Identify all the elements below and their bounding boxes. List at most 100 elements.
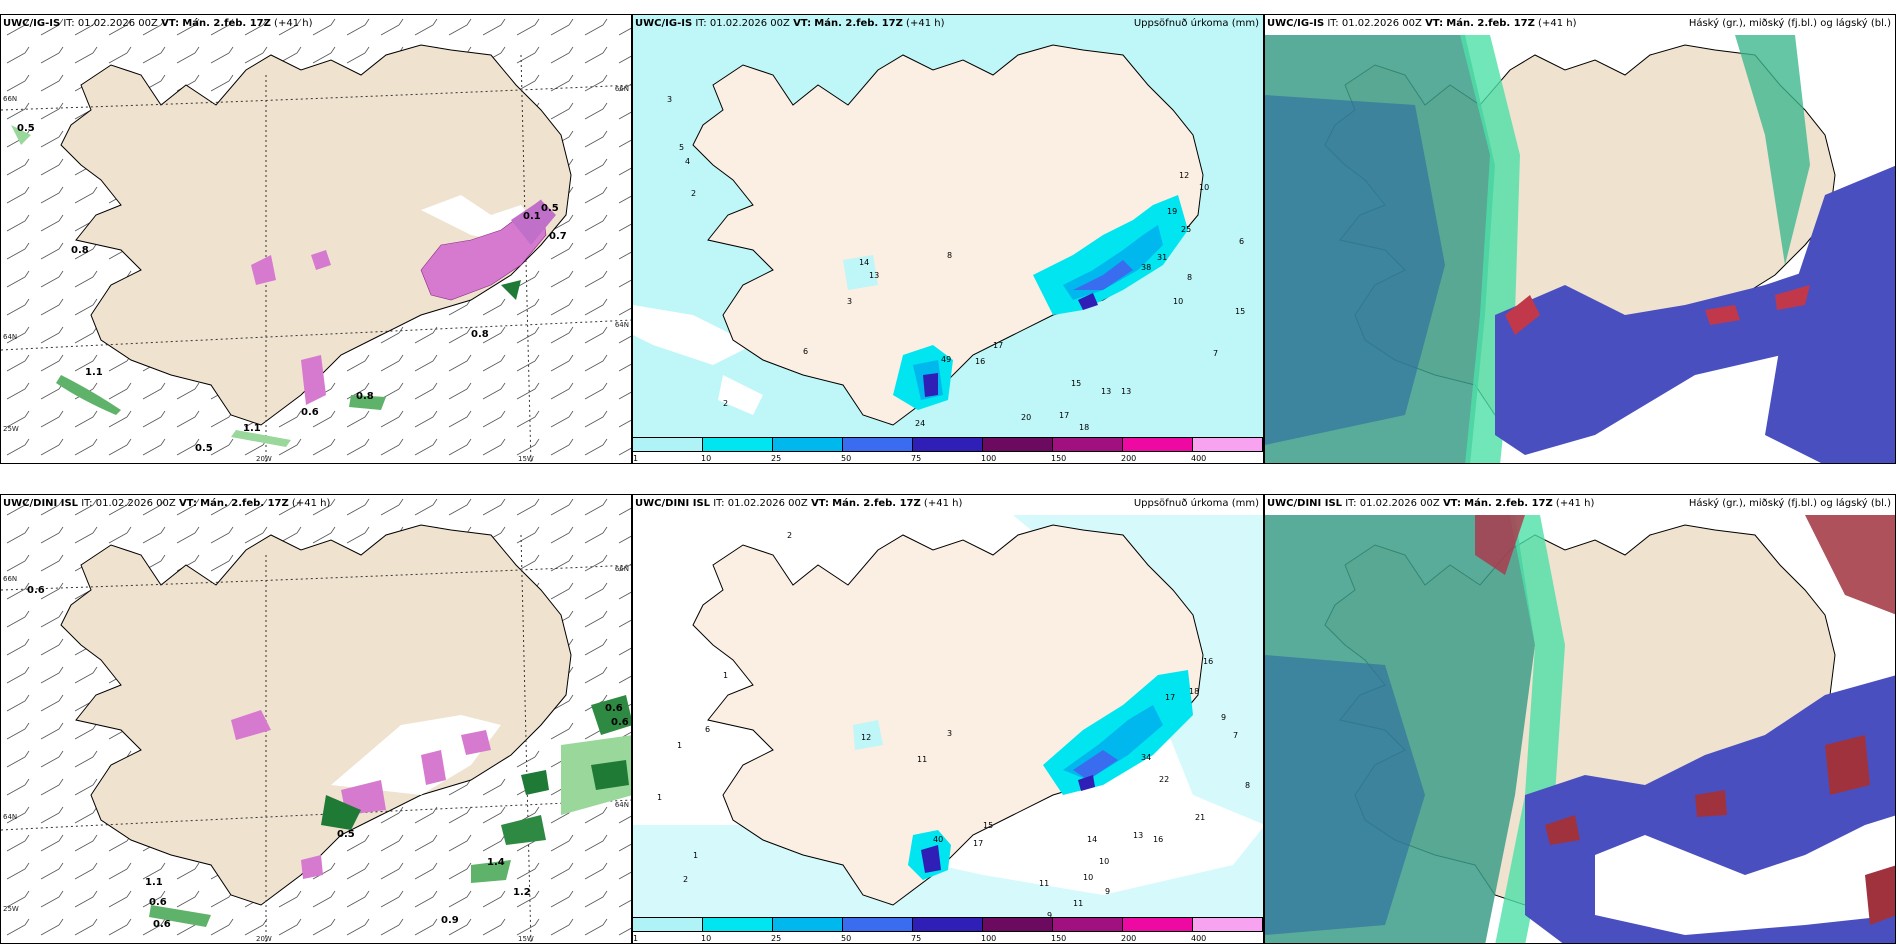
colorbar-label: 1 xyxy=(633,934,639,943)
colorbar-label: 200 xyxy=(1121,454,1137,463)
panel-wind-top: UWC/IG-IS IT: 01.02.2026 00Z VT: Mán. 2.… xyxy=(0,14,632,464)
precip-value: 34 xyxy=(1141,753,1152,762)
colorbar-box xyxy=(633,918,703,931)
precip-value: 12 xyxy=(861,733,872,742)
precip-value: 11 xyxy=(917,755,928,764)
gust-value: 1.4 xyxy=(487,857,505,868)
precip-value: 38 xyxy=(1141,263,1152,272)
gust-value: 0.8 xyxy=(356,391,374,402)
precip-value: 49 xyxy=(941,355,952,364)
colorbar-box xyxy=(913,438,983,451)
precip-value: 13 xyxy=(1101,387,1112,396)
panel-title: UWC/DINI ISL IT: 01.02.2026 00Z VT: Mán.… xyxy=(1267,498,1595,509)
precip-value: 16 xyxy=(1153,835,1164,844)
gust-value: 0.8 xyxy=(471,329,489,340)
precip-value: 6 xyxy=(705,725,711,734)
lon-label-15: 15W xyxy=(518,455,534,463)
precip-value: 12 xyxy=(1179,171,1190,180)
precip-value: 1 xyxy=(657,793,663,802)
wind-map xyxy=(1,15,631,463)
gust-value: 1.1 xyxy=(145,877,163,888)
precip-title: Uppsöfnuð úrkoma (mm) xyxy=(1133,498,1259,509)
gust-value: 0.6 xyxy=(301,407,319,418)
panel-cloud-top: UWC/IG-IS IT: 01.02.2026 00Z VT: Mán. 2.… xyxy=(1264,14,1896,464)
colorbar-box xyxy=(1123,438,1193,451)
colorbar-label: 200 xyxy=(1121,934,1137,943)
colorbar-box xyxy=(1123,918,1193,931)
colorbar-label: 400 xyxy=(1191,934,1207,943)
precip-map xyxy=(633,495,1263,919)
colorbar-box xyxy=(1053,438,1123,451)
precip-value: 1 xyxy=(677,741,683,750)
panel-cloud-bottom: UWC/DINI ISL IT: 01.02.2026 00Z VT: Mán.… xyxy=(1264,494,1896,944)
precip-value: 3 xyxy=(947,729,953,738)
lat-label-64-right: 64N xyxy=(614,801,629,809)
precip-value: 17 xyxy=(1059,411,1070,420)
precip-value: 9 xyxy=(1047,911,1053,920)
gust-value: 0.5 xyxy=(17,123,35,134)
precip-value: 10 xyxy=(1199,183,1210,192)
colorbar-label: 75 xyxy=(911,934,922,943)
colorbar-label: 400 xyxy=(1191,454,1207,463)
cloud-title: Háský (gr.), miðský (fj.bl.) og lágský (… xyxy=(1688,18,1891,29)
precip-title: Uppsöfnuð úrkoma (mm) xyxy=(1133,18,1259,29)
lat-label-66: 66N xyxy=(3,95,18,103)
colorbar-box xyxy=(1193,918,1263,931)
precip-value: 1 xyxy=(693,851,699,860)
panel-precip-bottom: UWC/DINI ISL IT: 01.02.2026 00Z VT: Mán.… xyxy=(632,494,1264,944)
precip-value: 3 xyxy=(667,95,673,104)
panel-title: UWC/DINI ISL IT: 01.02.2026 00Z VT: Mán.… xyxy=(635,498,963,509)
lon-label-20: 20W xyxy=(256,935,272,943)
colorbar-box xyxy=(843,918,913,931)
precip-value: 2 xyxy=(691,189,697,198)
cloud-map xyxy=(1265,35,1895,463)
precip-value: 6 xyxy=(1239,237,1245,246)
precip-value: 7 xyxy=(1213,349,1219,358)
cloud-map xyxy=(1265,515,1895,943)
colorbar: 1 10 25 50 75 100 150 200 400 xyxy=(633,437,1263,463)
colorbar-boxes xyxy=(633,917,1263,932)
precip-value: 11 xyxy=(1039,879,1050,888)
panel-wind-bottom: UWC/DINI ISL IT: 01.02.2026 00Z VT: Mán.… xyxy=(0,494,632,944)
precip-value: 18 xyxy=(1079,423,1090,432)
gust-value: 0.8 xyxy=(71,245,89,256)
precip-value: 10 xyxy=(1083,873,1094,882)
precip-value: 16 xyxy=(1203,657,1214,666)
precip-value: 7 xyxy=(1233,731,1239,740)
precip-value: 18 xyxy=(1189,687,1200,696)
gust-value: 0.5 xyxy=(337,829,355,840)
gust-value: 1.1 xyxy=(85,367,103,378)
colorbar-box xyxy=(703,918,773,931)
colorbar-label: 100 xyxy=(981,454,997,463)
colorbar-box xyxy=(773,918,843,931)
precip-map xyxy=(633,15,1263,439)
colorbar-box xyxy=(633,438,703,451)
gust-value: 0.5 xyxy=(541,203,559,214)
colorbar-label: 100 xyxy=(981,934,997,943)
colorbar-label: 25 xyxy=(771,454,782,463)
precip-value: 15 xyxy=(983,821,994,830)
precip-value: 9 xyxy=(1221,713,1227,722)
precip-value: 5 xyxy=(679,143,685,152)
precip-value: 20 xyxy=(1021,413,1032,422)
colorbar-label: 10 xyxy=(701,934,712,943)
lon-label-25: 25W xyxy=(3,905,19,913)
precip-value: 15 xyxy=(1235,307,1246,316)
gust-value: 0.9 xyxy=(441,915,459,926)
lat-label-66: 66N xyxy=(3,575,18,583)
gust-value: 0.6 xyxy=(153,919,171,930)
precip-value: 15 xyxy=(1071,379,1082,388)
precip-value: 8 xyxy=(1187,273,1193,282)
panel-title: UWC/IG-IS IT: 01.02.2026 00Z VT: Mán. 2.… xyxy=(3,18,313,29)
panel-title: UWC/DINI ISL IT: 01.02.2026 00Z VT: Mán.… xyxy=(3,498,331,509)
colorbar-box xyxy=(913,918,983,931)
precip-value: 1 xyxy=(723,671,729,680)
colorbar-label: 50 xyxy=(841,934,852,943)
lat-label-66-right: 66N xyxy=(614,85,629,93)
wind-map xyxy=(1,495,631,943)
lat-label-64: 64N xyxy=(3,333,18,341)
gust-value: 0.1 xyxy=(523,211,541,222)
precip-value: 17 xyxy=(993,341,1004,350)
precip-value: 17 xyxy=(973,839,984,848)
precip-value: 22 xyxy=(1159,775,1170,784)
